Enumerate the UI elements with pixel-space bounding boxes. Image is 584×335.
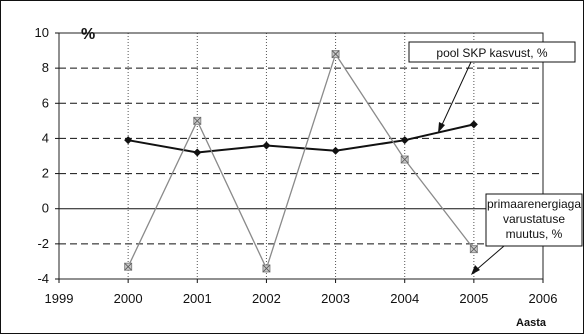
series-2-point-mark (470, 245, 478, 253)
x-tick-label: 2006 (529, 291, 558, 306)
series-1-point (124, 136, 133, 145)
series-line-1 (127, 123, 475, 154)
y-tick-label: 0 (42, 201, 49, 216)
y-tick-label: -4 (37, 271, 49, 286)
series-1-point (400, 136, 409, 145)
y-tick-label: 4 (42, 130, 49, 145)
x-tick-label: 2002 (252, 291, 281, 306)
grid (59, 33, 543, 279)
x-tick-label: 2003 (321, 291, 350, 306)
callout-box-series-2 (485, 193, 583, 247)
callout-leader-series-1 (440, 61, 472, 128)
x-tick-label: 2004 (390, 291, 419, 306)
callout-box-series-1 (408, 41, 576, 63)
y-tick-label: 10 (35, 25, 49, 40)
callout-arrowhead-series-1 (438, 122, 445, 133)
series-line-2 (127, 52, 475, 271)
axes (55, 32, 544, 283)
callout-label-series-2-line: varustatuse (503, 212, 565, 226)
series-1-point (331, 146, 340, 155)
x-tick-label: 2001 (183, 291, 212, 306)
y-tick-label: 6 (42, 95, 49, 110)
callout-arrowhead-series-2 (471, 265, 480, 275)
series-1-point (193, 148, 202, 157)
series-1-point (262, 141, 271, 150)
y-tick-label: -2 (37, 236, 49, 251)
callout-label-series-1: pool SKP kasvust, % (436, 46, 548, 60)
series-2-point-mark (124, 262, 132, 271)
series-2-point-mark (331, 50, 340, 58)
y-tick-label: 8 (42, 60, 49, 75)
y-unit-label: % (81, 26, 95, 43)
plot-area (58, 32, 544, 280)
x-axis-title: Aasta (516, 317, 547, 329)
callouts: pool SKP kasvust, % primaarenergiagavarus… (408, 41, 583, 275)
series-2-point-mark (193, 117, 202, 125)
series-2-point-mark (262, 264, 271, 273)
x-tick-label: 1999 (45, 291, 74, 306)
callout-leader-series-2 (474, 245, 505, 272)
series-1-point (469, 120, 478, 129)
x-tick-label: 2005 (459, 291, 488, 306)
y-tick-label: 2 (42, 166, 49, 181)
x-tick-label: 2000 (114, 291, 143, 306)
tick-labels: 10 8 6 4 2 0 -2 -4 1999 2000 2001 2002 2003 2004 2005 2… (35, 25, 558, 329)
series-layer (124, 50, 478, 273)
callout-label-series-2-line: muutus, % (506, 227, 563, 241)
series-2-point-mark (400, 155, 409, 164)
callout-label-series-2-line: primaarenergiaga (487, 197, 581, 211)
